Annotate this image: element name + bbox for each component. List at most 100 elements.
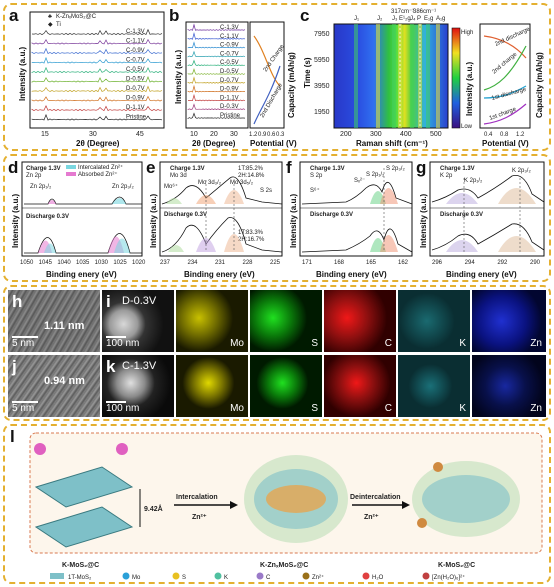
panel-label-h: h: [12, 292, 23, 311]
k-map-mo-label: Mo: [230, 403, 244, 414]
f-s2p32: S 2p₃/₂: [386, 166, 405, 172]
frame-xps: [3, 154, 551, 282]
a-curve-9: [31, 113, 163, 121]
a-curve-4: [31, 66, 163, 74]
xps-chart-g: Charge 1.3V K 2p K 2p₁/₂ K 2p₃/₂ Dischar…: [419, 161, 545, 279]
h-scale: 5 nm: [12, 338, 35, 349]
b-right-ylabel: Capacity (mAh/g): [287, 52, 296, 118]
j-spacing: 0.94 nm: [44, 375, 85, 387]
c-cbar-low: Low: [461, 124, 473, 130]
a-curve-label-5: D-0.5V: [126, 77, 145, 83]
c-ylabel: Time (s): [303, 57, 312, 88]
b-curve-label-2: C-0.9V: [220, 43, 239, 49]
a-legend-material: K-ZnₓMoS₂@C: [56, 14, 97, 20]
c-legend-0: 2nd discharge: [494, 26, 531, 48]
raman-map-c: J₁ J₂ J₃ 317cm⁻¹ E¹₂g J₄ P 386cm⁻¹ E₁g A…: [303, 9, 544, 148]
panel-l: l 9.42Å K-MoS₂@C Intercalation Zn²⁺ K-Zn…: [6, 427, 548, 581]
f-element: S 2p: [310, 173, 323, 179]
b-curve-2: [187, 41, 246, 49]
e-xlabel: Binding enery (eV): [184, 270, 255, 279]
e-mo6: Mo⁶⁺: [164, 183, 178, 190]
panel-label-i: i: [106, 292, 111, 311]
b-curve-label-5: D-0.5V: [220, 69, 239, 75]
e-tc2: 2H:14.8%: [238, 173, 265, 179]
c-cbar-high: High: [461, 30, 473, 36]
b-discharge-curve: [253, 65, 281, 125]
c-peak-stripe-6: [426, 24, 430, 128]
haadf-k: k C-1.3V 100 nm: [102, 355, 174, 417]
d-discharge: Discharge 0.3V: [26, 214, 69, 220]
f-ticks-2: 165: [366, 260, 377, 266]
c-rxtick-0: 0.4: [484, 132, 493, 138]
panel-d: d Charge 1.3V Zn 2p Intercalated Zn²⁺ Ab…: [8, 158, 146, 280]
c-xtick-1: 300: [370, 131, 382, 138]
f-ylabel: Intensity (a.u.): [289, 193, 298, 248]
d-ticks-5: 1025: [113, 260, 127, 266]
a-ylabel: Intensity (a.u.): [18, 46, 27, 101]
b-rxtick-3: 0.3: [276, 132, 285, 138]
panel-label-g: g: [416, 158, 427, 177]
a-curve-8: [31, 104, 163, 112]
f-s6: S⁶⁺: [310, 187, 320, 194]
b-curve-3: [187, 50, 246, 58]
a-curve-label-8: D-1.1V: [126, 105, 145, 111]
c-legend-2: 1st discharge: [491, 87, 528, 102]
l-legend-1: Mo: [132, 575, 141, 581]
panel-c: c J₁: [300, 6, 548, 148]
b-curve-10: [187, 112, 246, 119]
c-xlabel: Raman shift (cm⁻¹): [356, 139, 428, 148]
panel-label-j: j: [12, 357, 17, 376]
l-spacing: 9.42Å: [144, 504, 163, 513]
xps-chart-f: Charge 1.3V S 2p S⁶⁺ Sₓ²⁻ S 2p₁/₂ S 2p₃/…: [289, 161, 413, 279]
a-xtick-2: 45: [136, 131, 144, 138]
g-ticks-3: 290: [530, 260, 541, 266]
xrd-curves-a: [31, 28, 163, 121]
e-element: Mo 3d: [170, 173, 187, 179]
c-ytick-1: 5950: [314, 57, 330, 64]
panel-label-b: b: [169, 6, 180, 25]
e-ticks-4: 225: [270, 260, 281, 266]
c-annot-j4: J₄: [410, 16, 416, 22]
f-ticks-0: 171: [302, 260, 313, 266]
d-xlabel: Binding enery (eV): [46, 270, 117, 279]
b-rxtick-2: 0.6: [267, 132, 276, 138]
e-mo3d52: Mo 3d₅/₂: [230, 180, 254, 186]
c-peak-stripe-4: [410, 24, 414, 128]
l-zn-out: Zn²⁺: [364, 514, 379, 521]
d-ticks-0: 1050: [20, 260, 34, 266]
a-curve-1: [31, 38, 163, 45]
b-curve-4: [187, 59, 246, 67]
map-k-s: S: [250, 355, 322, 417]
d-peak-2: Zn 2p₃/₂: [112, 184, 134, 190]
e-s2s: S 2s: [260, 188, 272, 194]
e-discharge: Discharge 0.3V: [164, 212, 207, 218]
b-charge-label: 2nd Charge: [263, 43, 286, 73]
k-map-k-label: K: [459, 403, 466, 414]
c-right-xlabel: Potential (V): [482, 139, 529, 148]
a-curve-label-0: C-1.3V: [126, 29, 145, 35]
d-legend-1: Intercalated Zn²⁺: [78, 164, 123, 171]
e-mo3d32: Mo 3d₃/₂: [198, 180, 222, 186]
e-ylabel: Intensity (a.u.): [149, 193, 158, 248]
d-ticks-4: 1030: [95, 260, 109, 266]
b-charge-curve: [253, 35, 281, 87]
i-map-zn-label: Zn: [530, 338, 542, 349]
c-right-ylabel: Capacity (mAh/g): [535, 52, 544, 118]
e-td2: 2H:16.7%: [238, 237, 265, 243]
panel-label-f: f: [286, 158, 292, 177]
d-ticks-3: 1035: [76, 260, 90, 266]
f-ticks-1: 168: [334, 260, 345, 266]
a-curve-label-4: C-0.5V: [126, 67, 145, 73]
map-i-s: S: [250, 290, 322, 352]
c-legend-1: 2nd charge: [491, 51, 518, 75]
haadf-i: i D-0.3V 100 nm: [102, 290, 174, 352]
map-k-c: C: [324, 355, 396, 417]
panel-e: e Charge 1.3V Mo 3d 1T:85.2% 2H:14.8% Mo…: [146, 158, 286, 280]
map-i-mo: Mo: [176, 290, 248, 352]
a-curve-0: [31, 28, 163, 36]
f-xlabel: Binding enery (eV): [316, 270, 387, 279]
frame-tem: [3, 285, 551, 421]
i-map-c-label: C: [384, 338, 392, 349]
a-curve-label-6: D-0.7V: [126, 86, 145, 92]
a-curve-6: [31, 85, 163, 93]
